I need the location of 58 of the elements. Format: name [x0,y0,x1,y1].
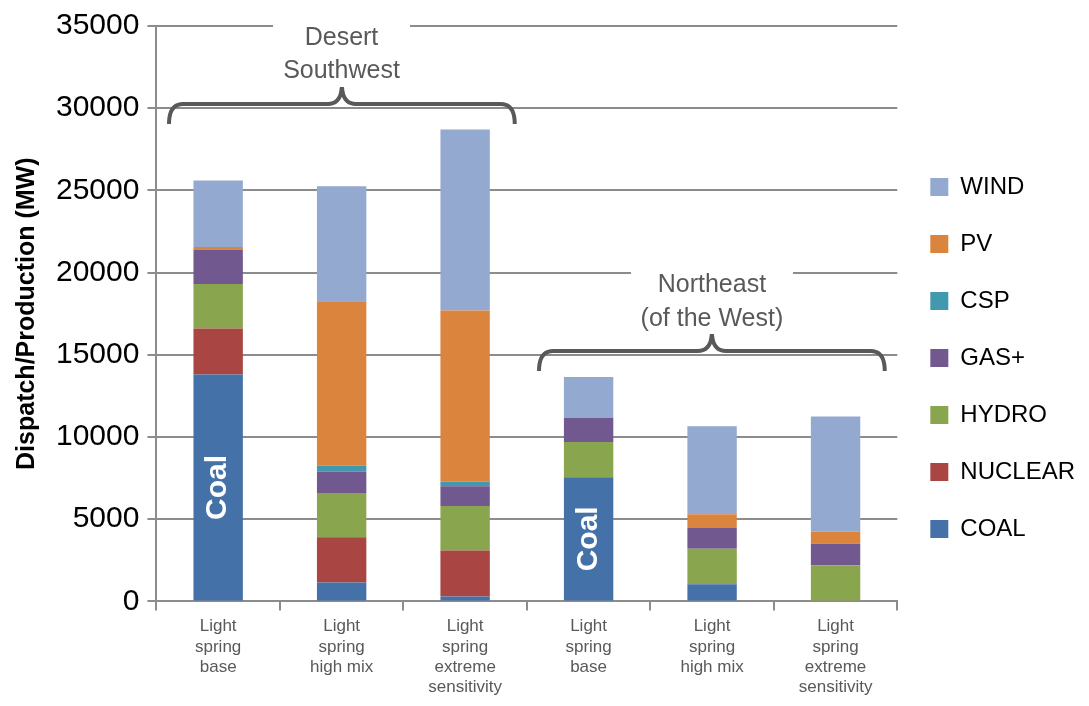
bar [810,531,861,544]
legend-label: CSP [960,285,1010,313]
x-tick-label: Light spring extreme sensitivity [798,616,873,697]
x-tick-label: Light spring base [195,616,242,677]
bar [687,426,737,515]
bar [316,186,367,302]
x-tick-label: Light spring base [565,616,612,677]
bar [316,537,367,583]
y-tick-label: 30000 [55,89,140,123]
y-tick-label: 35000 [55,7,140,41]
x-tick-label: Light spring high mix [309,616,374,677]
bar [440,550,490,597]
bar [193,328,243,375]
legend-label: WIND [960,171,1025,199]
y-tick-label: 0 [122,582,140,616]
bar [193,180,243,248]
annotation: Coal [569,506,603,572]
bar [440,310,490,482]
bar [563,418,614,442]
annotation: Coal [199,454,233,520]
bar [316,471,367,493]
bar [193,374,243,601]
y-tick-label: 5000 [72,500,140,534]
y-tick-label: 20000 [55,253,140,287]
bar [810,565,861,601]
bar [440,129,490,311]
y-tick-label: 10000 [55,418,140,452]
x-tick-label: Light spring high mix [680,616,745,677]
annotation: Northeast (of the West) [630,266,794,335]
bar [440,481,490,487]
bar [687,548,737,585]
bar [193,247,243,250]
bar [810,543,861,566]
bar [316,582,367,601]
legend-label: GAS+ [960,342,1026,370]
y-tick-label: 15000 [55,336,140,370]
legend-label: NUCLEAR [960,456,1076,484]
legend-label: COAL [960,513,1026,541]
bar [810,416,861,532]
bar [687,527,737,549]
bar [563,441,614,478]
bar [563,376,614,419]
bar [440,596,490,601]
bar [440,486,490,507]
x-tick-label: Light spring extreme sensitivity [428,616,503,697]
bar [687,584,737,601]
bar [316,301,367,466]
annotation: Desert Southwest [273,19,410,88]
y-axis-title: Dispatch/Production (MW) [10,157,39,470]
bar [193,249,243,285]
bar [193,284,243,329]
bar [687,514,737,528]
bar [440,506,490,551]
bar [316,465,367,472]
legend-label: HYDRO [960,399,1047,427]
legend-label: PV [960,228,993,256]
bar [316,492,367,538]
y-tick-label: 25000 [55,171,140,205]
